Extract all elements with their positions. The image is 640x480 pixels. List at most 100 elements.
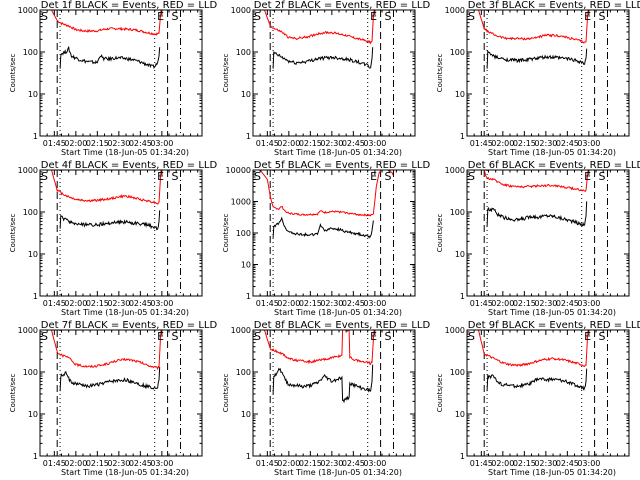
chart-title: Det 5f BLACK = Events, RED = LLD xyxy=(254,160,431,171)
x-tick-label: 02:30 xyxy=(534,299,557,308)
x-tick-label: 01:45 xyxy=(43,459,66,468)
x-tick-label: 02:45 xyxy=(556,139,579,148)
y-tick-label: 1 xyxy=(246,292,251,301)
lld-series-line xyxy=(51,330,162,371)
marker-label-s: S xyxy=(468,170,475,183)
marker-label-s: S xyxy=(598,330,605,343)
chart-title: Det 4f BLACK = Events, RED = LLD xyxy=(41,160,218,171)
y-tick-label: 100 xyxy=(236,368,251,377)
x-tick-label: 02:45 xyxy=(129,459,152,468)
x-tick-label: 02:00 xyxy=(277,299,300,308)
y-tick-label: 10 xyxy=(241,90,251,99)
x-tick-label: 01:45 xyxy=(256,139,279,148)
x-tick-label: 02:00 xyxy=(277,139,300,148)
plot-area xyxy=(264,10,394,136)
y-tick-label: 10 xyxy=(28,250,38,259)
x-tick-label: 02:15 xyxy=(86,139,109,148)
x-tick-label: 02:45 xyxy=(129,139,152,148)
marker-label-s: S xyxy=(41,170,48,183)
x-tick-label: 02:30 xyxy=(107,459,130,468)
marker-label-e: E xyxy=(370,10,377,23)
x-tick-label: 02:45 xyxy=(556,459,579,468)
y-tick-label: 10 xyxy=(455,90,465,99)
marker-label-s: S xyxy=(254,170,261,183)
marker-label-e: E xyxy=(370,170,377,183)
plot-frame xyxy=(466,169,630,297)
events-series-line xyxy=(486,201,588,227)
x-tick-label: 02:30 xyxy=(320,139,343,148)
x-axis-label: Start Time (18-Jun-05 01:34:20) xyxy=(488,148,616,157)
x-axis-label: Start Time (18-Jun-05 01:34:20) xyxy=(274,308,402,317)
x-tick-label: 03:00 xyxy=(363,299,386,308)
y-axis-label: Counts/sec xyxy=(222,54,230,93)
y-tick-label: 1 xyxy=(246,452,251,461)
marker-label-s: S xyxy=(254,330,261,343)
lld-series-line xyxy=(259,170,394,217)
y-tick-label: 1000 xyxy=(231,198,251,207)
plot-frame xyxy=(39,169,203,297)
plot-frame xyxy=(252,9,416,137)
x-tick-label: 02:45 xyxy=(129,299,152,308)
marker-label-e: E xyxy=(157,10,164,23)
marker-label-s: S xyxy=(598,10,605,23)
y-axis-label: Counts/sec xyxy=(436,54,444,93)
y-tick-label: 100 xyxy=(23,48,38,57)
x-tick-label: 01:45 xyxy=(256,459,279,468)
chart-title: Det 9f BLACK = Events, RED = LLD xyxy=(468,320,640,331)
x-tick-label: 01:45 xyxy=(43,139,66,148)
plot-frame xyxy=(252,329,416,457)
y-tick-label: 1 xyxy=(33,132,38,141)
x-tick-label: 02:15 xyxy=(86,459,109,468)
y-axis-label: Counts/sec xyxy=(436,214,444,253)
x-tick-label: 01:45 xyxy=(470,459,493,468)
y-tick-label: 10 xyxy=(28,90,38,99)
marker-label-s: S xyxy=(384,330,391,343)
plot-frame xyxy=(466,9,630,137)
marker-label-s: S xyxy=(41,10,48,23)
x-tick-label: 02:30 xyxy=(534,459,557,468)
x-tick-label: 02:30 xyxy=(107,139,130,148)
x-tick-label: 02:00 xyxy=(491,139,514,148)
y-tick-label: 1 xyxy=(460,292,465,301)
marker-label-s: S xyxy=(468,330,475,343)
plot-area xyxy=(264,330,394,456)
x-tick-label: 03:00 xyxy=(363,139,386,148)
x-tick-label: 02:00 xyxy=(277,459,300,468)
y-tick-label: 100 xyxy=(450,208,465,217)
marker-label-s: S xyxy=(171,330,178,343)
marker-label-s: S xyxy=(171,170,178,183)
x-tick-label: 02:45 xyxy=(342,299,365,308)
chart-title: Det 3f BLACK = Events, RED = LLD xyxy=(468,0,640,11)
events-series-line xyxy=(59,45,161,69)
plot-area xyxy=(483,170,608,296)
chart-title: Det 8f BLACK = Events, RED = LLD xyxy=(254,320,431,331)
events-series-line xyxy=(272,216,374,239)
lld-series-line xyxy=(264,330,375,365)
plot-area xyxy=(259,170,394,296)
chart-title: Det 7f BLACK = Events, RED = LLD xyxy=(41,320,218,331)
y-tick-label: 1000 xyxy=(445,326,465,335)
chart-title: Det 2f BLACK = Events, RED = LLD xyxy=(254,0,431,11)
x-axis-label: Start Time (18-Jun-05 01:34:20) xyxy=(61,148,189,157)
plot-area xyxy=(478,10,608,136)
y-tick-label: 100 xyxy=(236,48,251,57)
y-axis-label: Counts/sec xyxy=(9,54,17,93)
marker-label-s: S xyxy=(384,170,391,183)
x-axis-label: Start Time (18-Jun-05 01:34:20) xyxy=(488,468,616,477)
x-tick-label: 02:00 xyxy=(64,299,87,308)
y-tick-label: 1000 xyxy=(445,166,465,175)
y-tick-label: 1 xyxy=(33,292,38,301)
x-tick-label: 01:45 xyxy=(256,299,279,308)
marker-label-s: S xyxy=(468,10,475,23)
y-tick-label: 100 xyxy=(23,368,38,377)
plot-area xyxy=(51,10,181,136)
x-tick-label: 03:00 xyxy=(577,139,600,148)
x-tick-label: 03:00 xyxy=(363,459,386,468)
marker-label-s: S xyxy=(41,330,48,343)
y-tick-label: 10 xyxy=(241,410,251,419)
y-tick-label: 1000 xyxy=(18,166,38,175)
plot-frame xyxy=(39,329,203,457)
